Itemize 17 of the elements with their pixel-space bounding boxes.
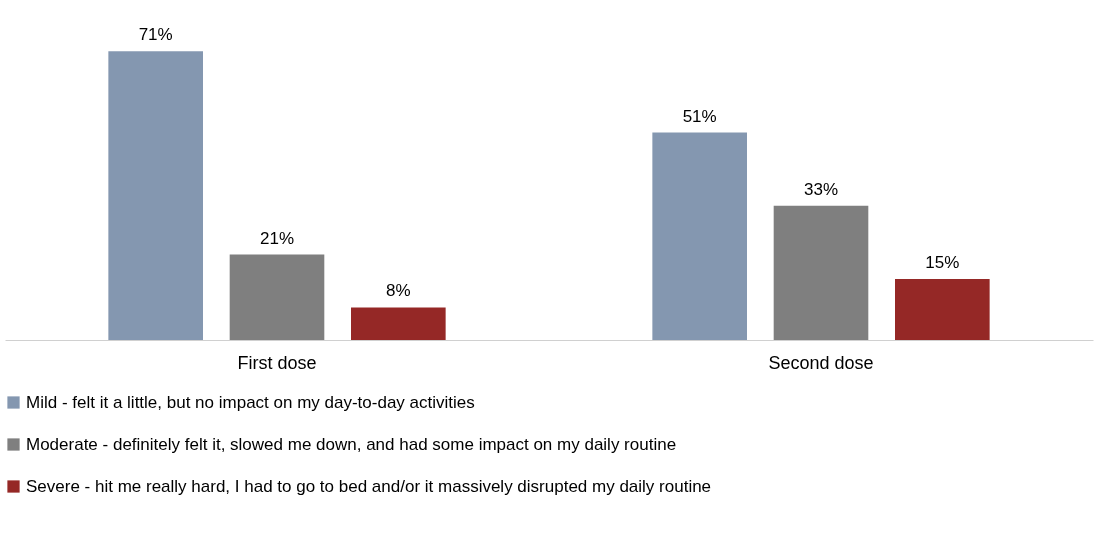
data-label: 8% xyxy=(386,281,411,301)
bar xyxy=(895,278,990,340)
data-label: 21% xyxy=(259,228,295,248)
bar xyxy=(351,307,446,340)
legend-label: Moderate - definitely felt it, slowed me down, and had some impact on my daily routine xyxy=(26,434,677,454)
x-tick-label: First dose xyxy=(237,352,317,373)
legend-label: Severe - hit me really hard, I had to go to bed and/or it massively disrupted my daily routine xyxy=(26,476,712,496)
data-label: 15% xyxy=(925,252,960,272)
bar xyxy=(652,132,747,340)
x-tick-label: Second dose xyxy=(768,352,874,373)
data-label: 71% xyxy=(138,25,173,45)
data-label: 51% xyxy=(682,106,717,126)
bar xyxy=(108,51,203,340)
bar xyxy=(773,205,869,340)
legend-label: Mild - felt it a little, but no impact on my day-to-day activities xyxy=(26,392,475,412)
data-label: 33% xyxy=(803,179,839,199)
bar xyxy=(229,254,325,340)
